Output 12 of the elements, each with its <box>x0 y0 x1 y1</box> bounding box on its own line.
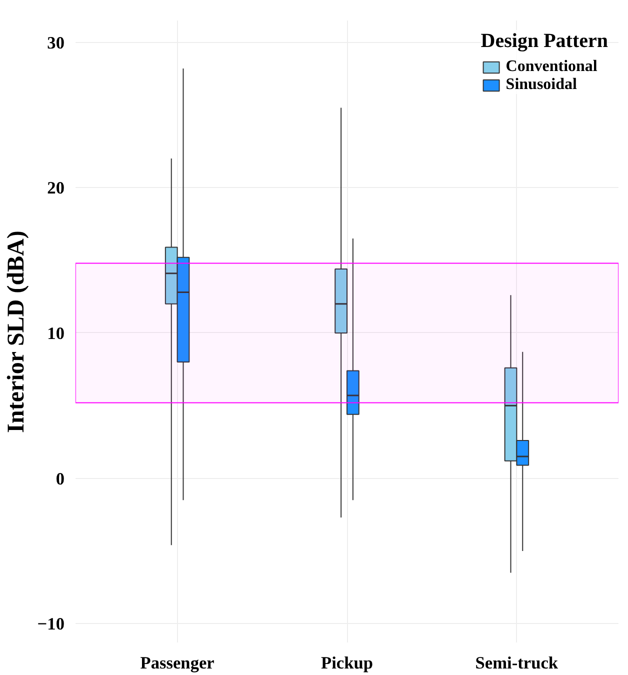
x-tick-label: Pickup <box>321 654 374 672</box>
legend-label: Sinusoidal <box>506 76 577 94</box>
y-tick-label: 20 <box>47 178 64 198</box>
legend-label: Conventional <box>506 58 598 76</box>
legend-title: Design Pattern <box>480 30 608 53</box>
x-tick-label: Passenger <box>140 654 215 672</box>
x-tick-label: Semi-truck <box>475 654 558 672</box>
y-axis-title: Interior SLD (dBA) <box>3 230 30 433</box>
y-tick-label: 10 <box>47 324 64 343</box>
y-tick-label: 30 <box>47 33 64 52</box>
y-tick-label: −10 <box>37 614 64 634</box>
y-tick-label: 0 <box>56 469 65 488</box>
